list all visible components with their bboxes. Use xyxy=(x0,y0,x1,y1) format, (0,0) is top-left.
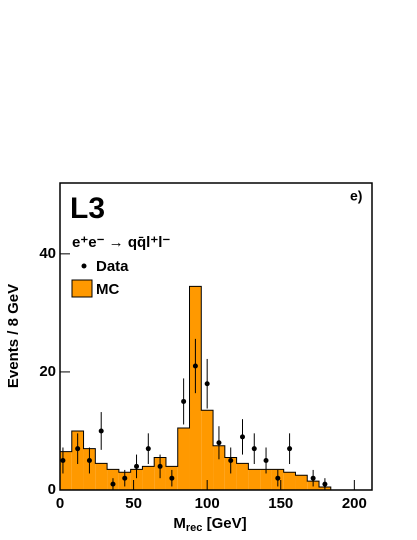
y-tick-label: 40 xyxy=(39,245,56,262)
x-label-main: M xyxy=(173,515,186,532)
x-tick-label: 0 xyxy=(56,495,64,512)
mc-bar xyxy=(260,469,272,490)
mc-bar xyxy=(130,469,143,490)
data-point xyxy=(263,457,269,463)
data-point xyxy=(145,446,151,452)
legend-label: Data xyxy=(96,258,129,275)
mc-outline xyxy=(59,285,332,490)
data-point xyxy=(310,475,316,481)
x-tick-label: 200 xyxy=(342,495,367,512)
y-tick-label: 20 xyxy=(39,363,56,380)
mc-bar xyxy=(224,457,237,490)
data-point xyxy=(86,457,92,463)
data-point xyxy=(169,475,175,481)
mc-bar xyxy=(95,463,108,490)
x-tick-label: 100 xyxy=(195,495,220,512)
mc-bar xyxy=(142,466,155,490)
data-point xyxy=(204,381,210,387)
mc-bar xyxy=(60,451,72,490)
data-point xyxy=(251,446,257,452)
x-axis-label: Mrec [GeV] xyxy=(173,515,246,534)
x-label-sub: rec xyxy=(186,522,203,534)
data-point xyxy=(122,475,128,481)
data-point xyxy=(157,463,163,469)
legend-label: MC xyxy=(96,281,119,298)
mc-bar xyxy=(283,472,296,490)
mc-bar xyxy=(295,475,308,490)
x-label-unit: [GeV] xyxy=(202,515,246,532)
data-point xyxy=(192,363,198,369)
legend-marker xyxy=(81,263,87,269)
data-point xyxy=(60,457,66,463)
panel-label: e) xyxy=(350,188,362,204)
process-label: e⁺e⁻ → qq̄l⁺l⁻ xyxy=(72,234,170,251)
data-point xyxy=(322,481,328,487)
data-point xyxy=(181,398,187,404)
plot-frame xyxy=(59,182,373,491)
data-point xyxy=(228,457,234,463)
data-point xyxy=(239,434,245,440)
mc-bar xyxy=(213,445,225,490)
mc-bar xyxy=(177,428,190,490)
experiment-label: L3 xyxy=(70,192,105,225)
data-point xyxy=(75,446,81,452)
data-point xyxy=(287,446,293,452)
data-point xyxy=(275,475,281,481)
x-tick-label: 150 xyxy=(268,495,293,512)
mc-bar xyxy=(201,410,214,490)
x-tick-label: 50 xyxy=(125,495,142,512)
data-point xyxy=(134,463,140,469)
data-point xyxy=(110,481,116,487)
data-point xyxy=(216,440,222,446)
y-axis-label: Events / 8 GeV xyxy=(5,284,22,388)
mc-bar xyxy=(248,469,261,490)
y-tick-label: 0 xyxy=(48,481,56,498)
data-point xyxy=(98,428,104,434)
mc-bar xyxy=(236,463,249,490)
legend-swatch xyxy=(71,279,93,298)
